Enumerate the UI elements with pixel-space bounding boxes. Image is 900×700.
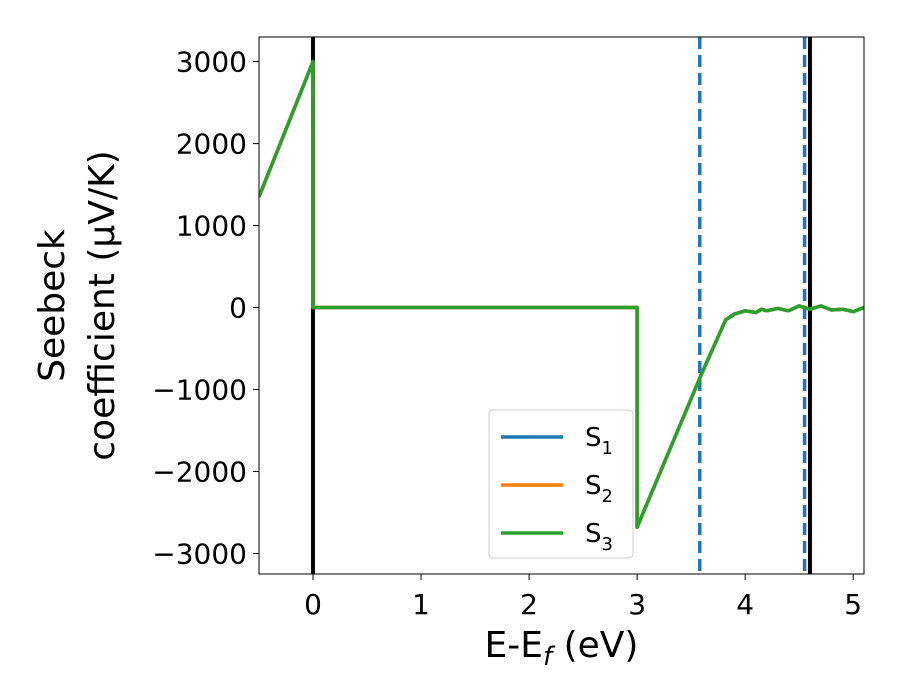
x-tick-label: 2	[520, 588, 538, 621]
x-axis-ticks: 0 1 2 3 4 5	[304, 574, 862, 621]
y-tick-label: −3000	[152, 538, 247, 571]
legend-label-s1: S1	[585, 423, 613, 459]
y-tick-label: 2000	[176, 128, 247, 161]
y-tick-label: −2000	[152, 456, 247, 489]
y-axis-label-line2: coefficient (μV/K)	[82, 150, 123, 460]
x-tick-label: 4	[736, 588, 754, 621]
y-tick-label: 3000	[176, 46, 247, 79]
legend: S1 S2 S3	[488, 409, 634, 559]
x-axis-label: E-Ef (eV)	[485, 625, 639, 672]
y-axis-label: Seebeck coefficient (μV/K)	[32, 150, 123, 460]
y-tick-label: 1000	[176, 210, 247, 243]
series-lines	[259, 59, 864, 530]
x-tick-label: 1	[412, 588, 430, 621]
x-tick-label: 5	[844, 588, 862, 621]
x-tick-label: 0	[304, 588, 322, 621]
y-tick-label: 0	[229, 292, 247, 325]
y-axis-label-line1: Seebeck	[32, 229, 73, 382]
plot-frame	[258, 36, 865, 575]
x-tick-label: 3	[628, 588, 646, 621]
legend-label-s2: S2	[585, 471, 613, 507]
legend-label-s3: S3	[585, 519, 613, 555]
y-tick-label: −1000	[152, 374, 247, 407]
series-line-s3	[259, 59, 864, 530]
y-axis-ticks: −3000 −2000 −1000 0 1000 2000 3000	[152, 46, 259, 571]
